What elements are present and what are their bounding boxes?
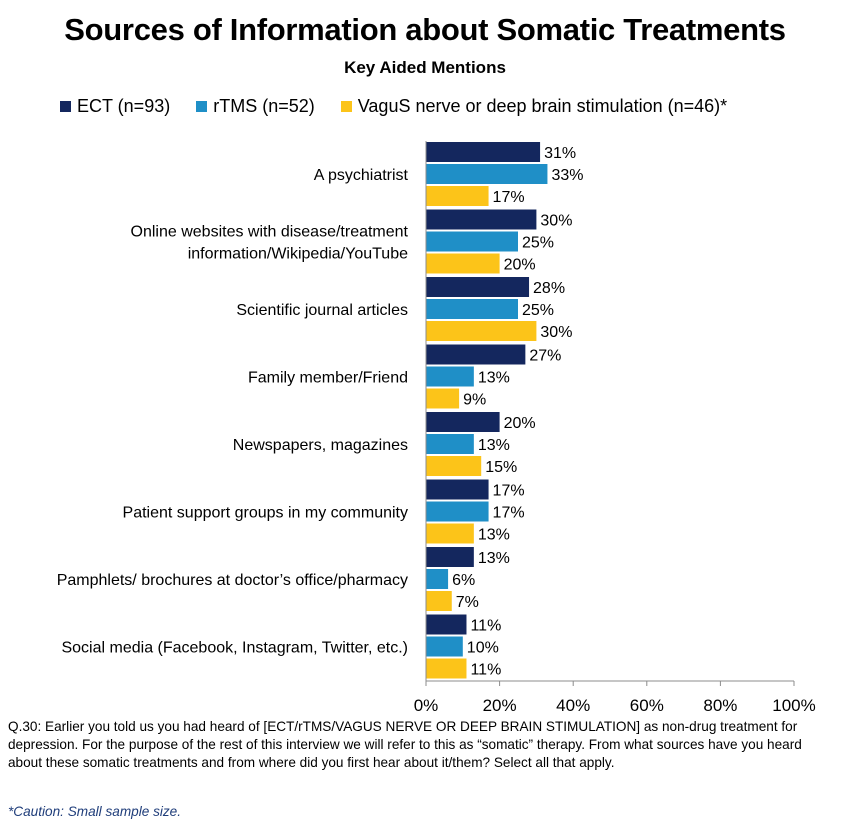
bar-1-2 — [426, 299, 518, 319]
bar-value-label: 9% — [463, 392, 486, 409]
category-label: Patient support groups in my community — [123, 505, 408, 522]
question-footnote: Q.30: Earlier you told us you had heard … — [8, 719, 802, 770]
category-label: information/Wikipedia/YouTube — [188, 246, 408, 263]
bar-1-5 — [426, 501, 489, 522]
category-label: Online websites with disease/treatment — [131, 224, 409, 241]
bar-chart: 31% 33% 17% A psychiatrist 30% 25% 20% Online w… — [57, 141, 816, 715]
bar-value-label: 31% — [544, 145, 576, 162]
bar-value-label: 30% — [540, 213, 572, 230]
bar-2-3 — [426, 388, 460, 409]
chart-title: Sources of Information about Somatic Tre… — [64, 12, 786, 47]
legend-item-ect: ECT (n=93) — [60, 96, 170, 117]
bar-2-2 — [426, 321, 537, 341]
bar-2-1 — [426, 253, 500, 274]
x-tick-label: 80% — [703, 696, 737, 715]
legend-label-ect: ECT (n=93) — [77, 96, 171, 116]
bar-value-label: 11% — [470, 662, 501, 679]
bar-value-label: 10% — [467, 640, 499, 657]
bar-value-label: 25% — [522, 235, 554, 252]
bar-0-7 — [426, 614, 467, 635]
bar-0-3 — [426, 344, 526, 365]
bar-0-1 — [426, 209, 537, 230]
bar-2-5 — [426, 523, 474, 544]
bar-value-label: 13% — [478, 370, 510, 387]
bar-value-label: 6% — [452, 572, 475, 589]
x-tick-label: 20% — [483, 696, 517, 715]
bar-1-1 — [426, 231, 518, 252]
category-label: Social media (Facebook, Instagram, Twitt… — [61, 640, 408, 657]
chart-subtitle: Key Aided Mentions — [344, 58, 506, 77]
bar-value-label: 28% — [533, 280, 565, 297]
caution-note: *Caution: Small sample size. — [8, 804, 182, 819]
x-tick-label: 0% — [414, 696, 439, 715]
category-label: Newspapers, magazines — [233, 437, 408, 454]
legend-swatch-vagus — [340, 101, 352, 112]
category-label: A psychiatrist — [314, 167, 409, 184]
bar-value-label: 13% — [478, 550, 510, 567]
legend-label-vagus: VaguS nerve or deep brain stimulation (n… — [357, 96, 728, 116]
bar-1-0 — [426, 164, 548, 184]
bar-1-4 — [426, 434, 474, 454]
bar-1-6 — [426, 569, 449, 589]
bar-0-0 — [426, 142, 541, 162]
bar-0-6 — [426, 547, 474, 567]
bar-0-2 — [426, 277, 530, 297]
bar-2-7 — [426, 658, 467, 679]
bar-value-label: 17% — [493, 505, 525, 522]
x-tick-label: 40% — [556, 696, 590, 715]
legend-item-rtms: rTMS (n=52) — [196, 96, 315, 117]
bar-value-label: 17% — [493, 483, 525, 500]
bar-value-label: 30% — [540, 324, 572, 341]
bar-value-label: 25% — [522, 302, 554, 319]
category-label: Family member/Friend — [248, 370, 408, 387]
legend-label-rtms: rTMS (n=52) — [213, 96, 315, 116]
bar-value-label: 13% — [478, 437, 510, 454]
bar-2-6 — [426, 591, 452, 611]
category-label: Pamphlets/ brochures at doctor’s office/… — [57, 572, 408, 589]
legend-swatch-ect — [60, 101, 71, 112]
bar-1-7 — [426, 636, 463, 657]
bar-2-0 — [426, 186, 489, 206]
bar-value-label: 17% — [493, 189, 525, 206]
bar-value-label: 20% — [504, 415, 536, 432]
bar-1-3 — [426, 366, 474, 387]
legend-item-vagus: VaguS nerve or deep brain stimulation (n… — [340, 96, 728, 117]
bar-value-label: 20% — [504, 257, 536, 274]
bar-value-label: 7% — [456, 594, 479, 611]
bar-value-label: 33% — [551, 167, 583, 184]
bar-value-label: 13% — [478, 527, 510, 544]
legend: ECT (n=93) rTMS (n=52) VaguS nerve or de… — [60, 96, 753, 117]
legend-swatch-rtms — [196, 101, 208, 112]
category-label: Scientific journal articles — [236, 302, 408, 319]
bar-value-label: 15% — [485, 459, 517, 476]
x-tick-label: 60% — [630, 696, 664, 715]
bar-value-label: 27% — [529, 348, 561, 365]
x-tick-label: 100% — [772, 696, 815, 715]
bar-0-5 — [426, 479, 489, 500]
bar-2-4 — [426, 456, 482, 476]
bar-value-label: 11% — [470, 618, 501, 635]
bar-0-4 — [426, 412, 500, 432]
